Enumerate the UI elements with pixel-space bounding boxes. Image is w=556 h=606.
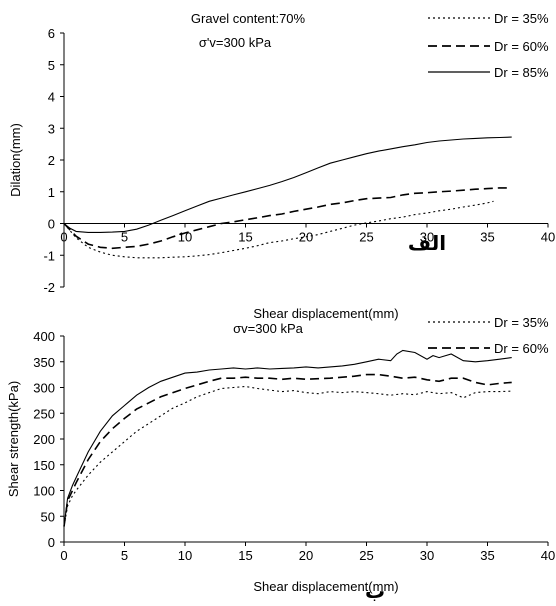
y-tick-label: 6 (48, 26, 55, 41)
panel-label: الف (408, 231, 446, 255)
y-tick-label: -2 (43, 280, 55, 295)
chart-annotation: σ'v=300 kPa (199, 35, 272, 50)
series-line-dr-60 (63, 373, 512, 527)
x-tick-label: 0 (60, 548, 67, 563)
x-tick-label: 15 (238, 230, 252, 245)
x-tick-label: 15 (238, 548, 252, 563)
legend-entry: Dr = 60% (494, 341, 549, 356)
x-tick-label: 30 (420, 548, 434, 563)
x-tick-label: 25 (359, 548, 373, 563)
y-tick-label: 150 (33, 458, 55, 473)
y-tick-label: 0 (48, 535, 55, 550)
legend-entry: Dr = 60% (494, 39, 549, 54)
y-tick-label: 400 (33, 329, 55, 344)
y-tick-label: 5 (48, 58, 55, 73)
y-tick-label: 300 (33, 381, 55, 396)
legend-entry: Dr = 85% (494, 65, 549, 80)
y-tick-label: 2 (48, 153, 55, 168)
x-axis-label: Shear displacement(mm) (253, 579, 398, 594)
x-tick-label: 35 (480, 230, 494, 245)
x-tick-label: 35 (480, 548, 494, 563)
x-tick-label: 10 (178, 548, 192, 563)
x-tick-label: 40 (541, 548, 555, 563)
y-axis-label: Dilation(mm) (8, 123, 23, 197)
x-tick-label: 40 (541, 230, 555, 245)
y-axis-label: Shear strength(kPa) (6, 381, 21, 497)
y-tick-label: -1 (43, 248, 55, 263)
y-tick-label: 50 (41, 509, 55, 524)
x-tick-label: 30 (420, 230, 434, 245)
y-tick-label: 350 (33, 355, 55, 370)
y-tick-label: 200 (33, 432, 55, 447)
y-tick-label: 4 (48, 90, 55, 105)
x-tick-label: 0 (60, 230, 67, 245)
series-line-dr-85 (63, 136, 512, 233)
chart-annotation: Gravel content:70% (191, 11, 306, 26)
x-tick-label: 25 (359, 230, 373, 245)
y-tick-label: 1 (48, 185, 55, 200)
x-tick-label: 20 (299, 548, 313, 563)
y-tick-label: 250 (33, 406, 55, 421)
y-tick-label: 0 (48, 217, 55, 232)
x-tick-label: 5 (121, 230, 128, 245)
y-tick-label: 3 (48, 121, 55, 136)
series-line-dr-85 (63, 349, 512, 527)
chart-annotation: σv=300 kPa (233, 321, 304, 336)
x-tick-label: 5 (121, 548, 128, 563)
x-axis-label: Shear displacement(mm) (253, 306, 398, 321)
y-tick-label: 100 (33, 484, 55, 499)
panel-label: ب (365, 579, 385, 603)
x-tick-label: 10 (178, 230, 192, 245)
legend-entry: Dr = 35% (494, 11, 549, 26)
legend-entry: Dr = 35% (494, 315, 549, 330)
series-line-dr-35 (63, 385, 512, 527)
series-line-dr-35 (63, 200, 494, 259)
